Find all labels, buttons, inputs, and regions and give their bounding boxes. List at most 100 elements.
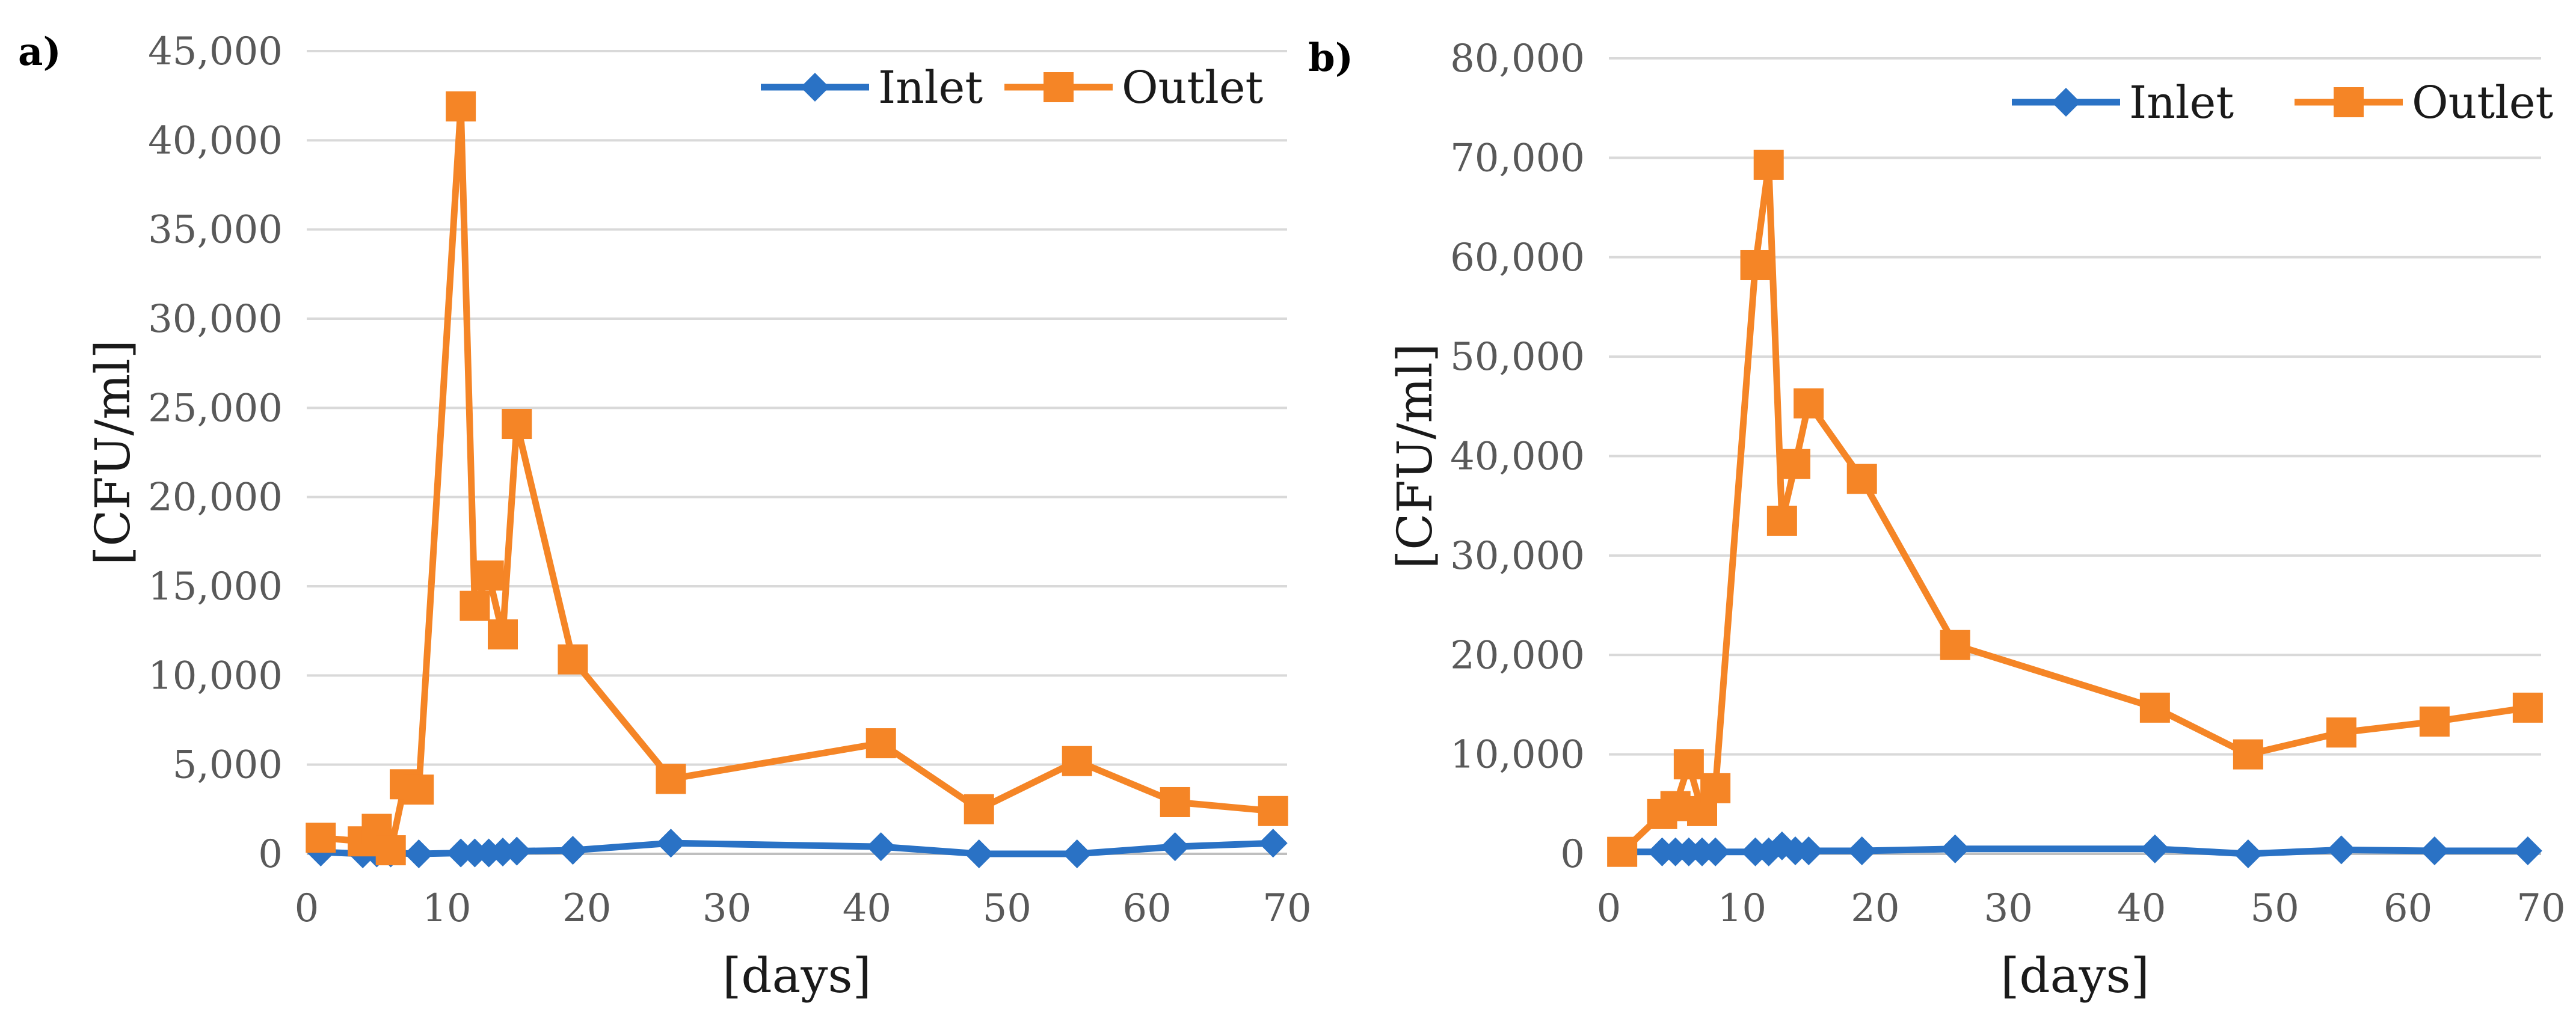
x-tick-label: 10: [422, 886, 471, 931]
data-point-inlet: [866, 832, 896, 862]
y-tick-label: 40,000: [1450, 435, 1585, 479]
data-point-outlet: [460, 590, 490, 621]
data-point-outlet: [488, 619, 518, 650]
x-tick-label: 70: [2516, 886, 2565, 931]
data-point-inlet: [2420, 836, 2449, 866]
legend-label-inlet: Inlet: [878, 62, 983, 114]
x-tick-label: 30: [1984, 886, 2033, 931]
data-point-outlet: [1846, 464, 1877, 494]
y-tick-label: 25,000: [148, 386, 283, 431]
x-tick-label: 0: [1597, 886, 1622, 931]
data-point-outlet: [964, 794, 994, 824]
panel-label: b): [1308, 35, 1353, 81]
y-axis-title: [CFU/ml]: [85, 340, 141, 565]
x-axis-title: [days]: [722, 948, 871, 1004]
data-point-inlet: [964, 839, 994, 868]
y-tick-label: 10,000: [148, 654, 283, 698]
y-tick-label: 30,000: [1450, 534, 1585, 578]
y-tick-label: 0: [258, 832, 283, 877]
data-point-inlet: [1940, 834, 1970, 863]
x-tick-label: 60: [1122, 886, 1171, 931]
x-tick-label: 40: [843, 886, 891, 931]
x-tick-label: 20: [562, 886, 611, 931]
y-tick-label: 10,000: [1450, 733, 1585, 777]
data-point-inlet: [2326, 835, 2356, 865]
data-point-outlet: [1740, 250, 1771, 280]
x-tick-label: 0: [295, 886, 319, 931]
data-point-inlet: [1258, 829, 1288, 858]
data-point-outlet: [473, 560, 504, 591]
data-point-inlet: [1701, 837, 1730, 866]
series-line-outlet: [320, 103, 1274, 854]
data-point-outlet: [375, 835, 406, 866]
data-point-outlet: [2139, 692, 2170, 723]
y-axis-title: [CFU/ml]: [1387, 343, 1443, 569]
data-point-outlet: [1258, 796, 1288, 826]
y-tick-label: 50,000: [1450, 335, 1585, 379]
y-tick-label: 70,000: [1450, 136, 1585, 180]
data-point-inlet: [1794, 836, 1824, 866]
data-point-outlet: [1780, 449, 1810, 479]
y-tick-label: 35,000: [148, 208, 283, 253]
panel-label: a): [18, 29, 61, 75]
data-point-outlet: [1660, 791, 1691, 821]
y-tick-label: 20,000: [148, 476, 283, 520]
data-point-inlet: [502, 836, 532, 866]
data-point-inlet: [2140, 834, 2169, 863]
data-point-outlet: [1700, 773, 1731, 803]
data-point-outlet: [656, 764, 686, 794]
data-point-outlet: [558, 644, 588, 675]
legend-label-outlet: Outlet: [2412, 77, 2554, 129]
data-point-outlet: [446, 91, 476, 121]
y-tick-label: 30,000: [148, 297, 283, 342]
data-point-outlet: [2419, 707, 2450, 737]
data-point-inlet: [1160, 832, 1190, 862]
data-point-inlet: [2513, 836, 2542, 866]
y-tick-label: 60,000: [1450, 236, 1585, 280]
data-point-outlet: [1062, 746, 1092, 776]
legend-label-inlet: Inlet: [2129, 77, 2234, 129]
data-point-inlet: [1062, 839, 1092, 868]
chart-panel-a: 0 5,000 10,000 15,000 20,000 25,000 30,000 35,0…: [18, 29, 1312, 1004]
data-point-inlet: [656, 829, 686, 858]
data-point-outlet: [2326, 717, 2356, 748]
x-tick-label: 10: [1718, 886, 1766, 931]
y-tick-label: 40,000: [148, 118, 283, 163]
legend-marker-inlet: [801, 73, 829, 102]
legend-marker-outlet: [2334, 87, 2364, 117]
x-tick-label: 70: [1262, 886, 1311, 931]
x-tick-label: 30: [702, 886, 751, 931]
data-point-outlet: [1940, 630, 1970, 660]
y-tick-label: 80,000: [1450, 37, 1585, 81]
data-point-outlet: [404, 774, 434, 805]
chart-panel-b: 0 10,000 20,000 30,000 40,000 50,000 60,000 70,…: [1308, 35, 2566, 1004]
x-tick-label: 50: [2250, 886, 2299, 931]
y-tick-label: 20,000: [1450, 633, 1585, 678]
x-tick-label: 20: [1851, 886, 1899, 931]
data-point-outlet: [306, 823, 336, 853]
data-point-outlet: [1607, 836, 1638, 867]
data-point-inlet: [2233, 839, 2263, 868]
y-tick-label: 0: [1560, 832, 1585, 877]
x-tick-label: 60: [2384, 886, 2432, 931]
data-point-outlet: [1160, 786, 1190, 817]
legend-marker-inlet: [2052, 88, 2080, 117]
data-point-inlet: [558, 836, 588, 865]
data-point-outlet: [2233, 739, 2263, 770]
data-point-outlet: [865, 728, 896, 759]
data-point-inlet: [1847, 836, 1877, 866]
x-axis-title: [days]: [2000, 948, 2150, 1004]
x-tick-label: 40: [2117, 886, 2166, 931]
data-point-outlet: [1794, 388, 1824, 418]
y-tick-label: 5,000: [173, 743, 283, 788]
data-point-outlet: [2512, 692, 2543, 723]
legend-marker-outlet: [1044, 72, 1074, 102]
y-tick-label: 45,000: [148, 29, 283, 74]
y-tick-label: 15,000: [148, 565, 283, 609]
x-tick-label: 50: [983, 886, 1031, 931]
legend-label-outlet: Outlet: [1122, 62, 1264, 114]
data-point-outlet: [1673, 749, 1704, 780]
data-point-outlet: [502, 409, 532, 440]
data-point-outlet: [1766, 505, 1797, 536]
